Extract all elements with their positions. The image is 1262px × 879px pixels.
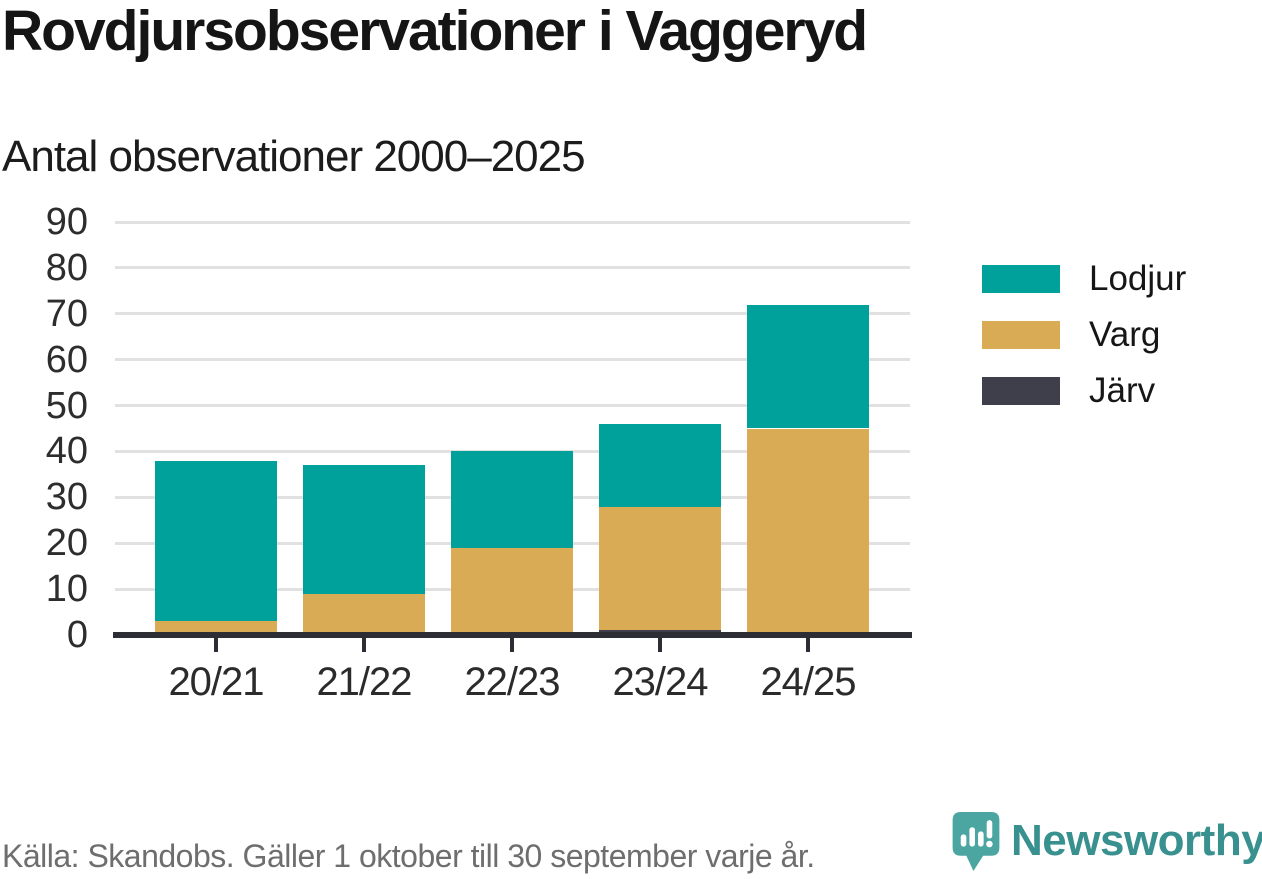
y-axis-label-10: 10 (45, 568, 88, 611)
x-axis-tick-21-22 (362, 638, 366, 652)
y-axis-label-70: 70 (45, 292, 88, 335)
gridline-50 (115, 404, 910, 408)
y-axis-label-0: 0 (66, 614, 88, 656)
x-axis-tick-20-21 (214, 638, 218, 652)
y-axis-label-30: 30 (45, 476, 88, 519)
y-axis-label-40: 40 (45, 430, 88, 473)
bar-segment-varg-21-22 (303, 593, 425, 635)
legend-item-varg: Varg (982, 315, 1160, 354)
x-axis-tick-24-25 (806, 638, 810, 652)
gridline-70 (115, 312, 910, 316)
legend-label-lodjur: Lodjur (1089, 259, 1187, 298)
x-axis-label-22-23: 22/23 (464, 660, 560, 704)
x-axis-tick-22-23 (510, 638, 514, 652)
x-axis-tick-23-24 (658, 638, 662, 652)
newsworthy-logo[interactable]: Newsworthy (952, 812, 1262, 872)
x-axis-line (113, 632, 912, 638)
x-axis-label-23-24: 23/24 (612, 660, 708, 704)
x-axis-label-24-25: 24/25 (760, 660, 856, 704)
gridline-60 (115, 358, 910, 362)
chart-title: Rovdjursobservationer i Vaggeryd (2, 0, 868, 63)
legend-label-varg: Varg (1089, 315, 1161, 354)
bar-segment-lodjur-20-21 (155, 460, 277, 622)
y-axis-label-60: 60 (45, 338, 88, 381)
gridline-90 (115, 220, 910, 224)
x-axis-label-20-21: 20/21 (168, 660, 264, 704)
bar-segment-varg-23-24 (599, 506, 721, 631)
bar-segment-varg-22-23 (451, 547, 573, 635)
x-axis-label-21-22: 21/22 (316, 660, 412, 704)
legend-swatch-jarv (982, 377, 1060, 405)
legend-swatch-varg (982, 321, 1060, 349)
y-axis-label-90: 90 (45, 201, 88, 243)
source-note: Källa: Skandobs. Gäller 1 oktober till 3… (2, 838, 815, 874)
newsworthy-logo-icon (952, 812, 1000, 871)
y-axis-label-50: 50 (45, 384, 88, 427)
legend-item-jarv: Järv (982, 371, 1155, 410)
legend-item-lodjur: Lodjur (982, 259, 1186, 298)
bar-segment-varg-24-25 (747, 428, 869, 635)
legend-swatch-lodjur (982, 265, 1060, 293)
newsworthy-wordmark: Newsworthy (1011, 816, 1262, 865)
bar-segment-lodjur-23-24 (599, 423, 721, 507)
bar-segment-varg-20-21 (155, 621, 277, 635)
y-axis-label-20: 20 (45, 522, 88, 565)
chart-subtitle: Antal observationer 2000–2025 (2, 132, 586, 181)
gridline-80 (115, 266, 910, 270)
bar-segment-lodjur-21-22 (303, 465, 425, 594)
bar-segment-lodjur-22-23 (451, 451, 573, 548)
legend-label-jarv: Järv (1089, 371, 1156, 410)
y-axis-label-80: 80 (45, 246, 88, 289)
bar-segment-lodjur-24-25 (747, 304, 869, 429)
legend: Lodjur Varg Järv (982, 0, 1262, 450)
